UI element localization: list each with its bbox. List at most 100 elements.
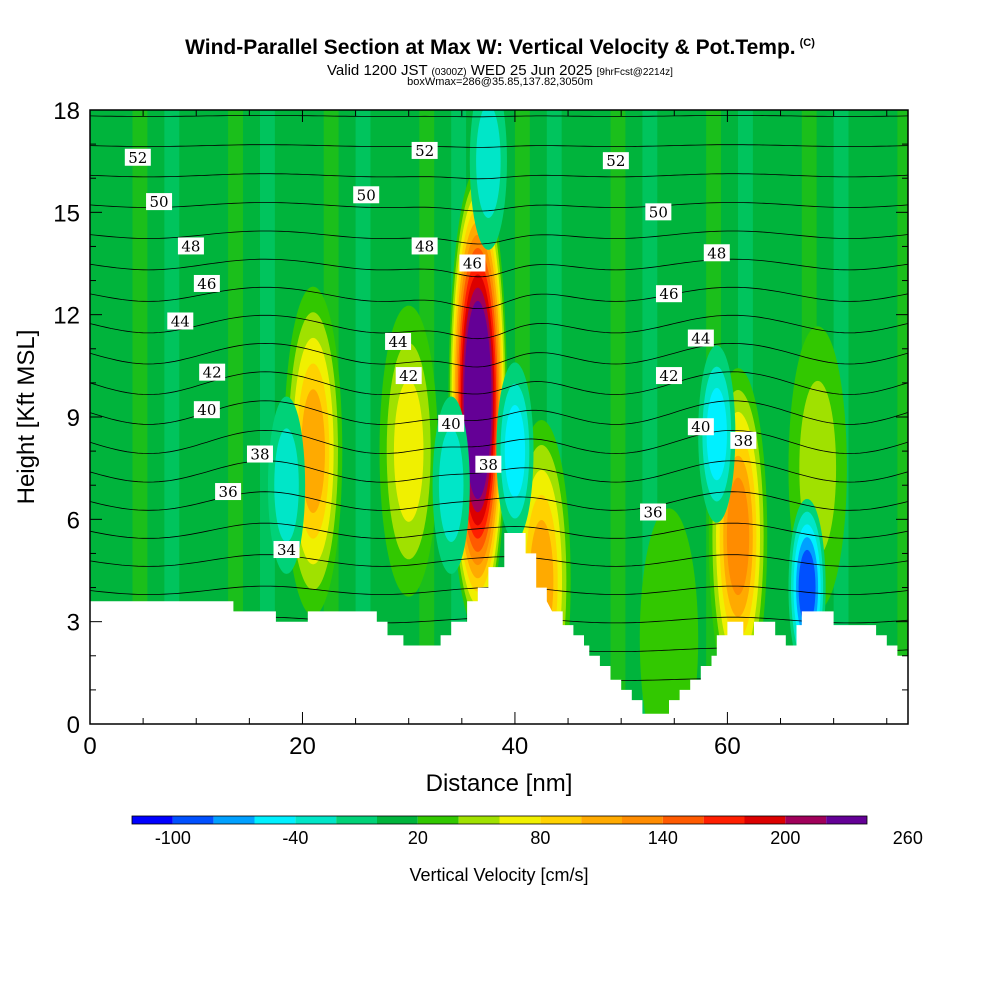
y-tick-label: 9 bbox=[67, 405, 80, 432]
isentrope-label-text: 40 bbox=[197, 401, 216, 419]
isentrope-label-bg bbox=[215, 483, 242, 501]
colorbar-swatch bbox=[132, 816, 173, 824]
colorbar-swatch bbox=[254, 816, 296, 824]
isentrope-label-bg bbox=[411, 237, 438, 255]
x-tick-label: 60 bbox=[714, 733, 741, 760]
updraft-contour bbox=[301, 389, 325, 514]
colorbar-tick-label: -40 bbox=[282, 828, 308, 848]
isentrope-label-text: 46 bbox=[197, 275, 216, 293]
isentrope-label-text: 46 bbox=[463, 255, 482, 273]
colorbar-swatch bbox=[213, 816, 255, 824]
isentrope-label-bg bbox=[730, 431, 757, 449]
isentrope-label-text: 48 bbox=[181, 237, 200, 255]
isentrope-line bbox=[90, 202, 908, 212]
downdraft-contour bbox=[476, 110, 501, 218]
colorbar: -100 -40 20 80 140 200 260 bbox=[131, 815, 923, 848]
y-tick-label: 0 bbox=[67, 712, 80, 739]
isentrope-label-text: 50 bbox=[649, 203, 668, 221]
isentrope-label-text: 38 bbox=[250, 446, 269, 464]
isentrope-line bbox=[90, 115, 908, 118]
isentrope-line bbox=[90, 400, 908, 425]
field-streak bbox=[578, 110, 594, 724]
valid-utc: (0300Z) bbox=[431, 67, 467, 78]
colorbar-swatch bbox=[581, 816, 622, 824]
chart-title: Wind-Parallel Section at Max W: Vertical… bbox=[0, 36, 1000, 60]
downdraft-contour bbox=[438, 428, 464, 543]
isentrope-label-bg bbox=[655, 285, 682, 303]
valid-date: WED 25 Jun 2025 bbox=[470, 62, 593, 79]
isentrope-label: 50 bbox=[645, 203, 672, 221]
velocity-field bbox=[90, 110, 908, 724]
chart-title-text: Wind-Parallel Section at Max W: Vertical… bbox=[185, 36, 796, 59]
isentrope-label: 40 bbox=[438, 414, 465, 433]
x-tick-label: 0 bbox=[83, 733, 96, 760]
colorbar-swatch bbox=[662, 816, 704, 824]
isentrope-label-bg bbox=[475, 455, 502, 473]
isentrope-label: 36 bbox=[640, 503, 667, 522]
isentrope-label-bg bbox=[703, 244, 730, 262]
isentrope-label: 52 bbox=[124, 148, 151, 167]
colorbar-tick-label: -100 bbox=[155, 828, 191, 848]
isentrope-label-text: 36 bbox=[643, 504, 662, 522]
colorbar-swatch bbox=[703, 816, 745, 824]
colorbar-swatch bbox=[336, 816, 377, 824]
isentrope-label-text: 50 bbox=[150, 193, 169, 211]
isentrope-label-bg bbox=[353, 186, 380, 204]
isentrope-line bbox=[90, 554, 908, 567]
isentrope-label-text: 44 bbox=[171, 312, 190, 330]
isentrope-label-bg bbox=[687, 329, 714, 347]
colorbar-frame bbox=[131, 815, 868, 825]
colorbar-swatch bbox=[417, 816, 459, 824]
isentrope-label: 50 bbox=[146, 193, 173, 211]
colorbar-swatch bbox=[499, 816, 541, 824]
isentrope-labels: 52 52 52 50 50 50 48 48 48 46 46 46 44 44 44 42 42 42 40 40… bbox=[124, 141, 757, 559]
isentrope-label: 44 bbox=[687, 329, 714, 348]
isentrope-label: 48 bbox=[177, 237, 204, 255]
x-tick-label: 40 bbox=[502, 733, 529, 760]
isentrope-label-bg bbox=[411, 141, 438, 159]
isentrope-label-text: 52 bbox=[415, 142, 434, 160]
isentrope-label-bg bbox=[640, 503, 667, 521]
isentrope-label-text: 48 bbox=[415, 237, 434, 255]
isentrope-line bbox=[90, 522, 908, 539]
y-tick-label: 15 bbox=[53, 200, 80, 227]
field-streak bbox=[132, 110, 148, 724]
isentrope-label: 48 bbox=[703, 244, 730, 262]
isentrope-label: 48 bbox=[411, 237, 438, 255]
colorbar-tick-label: 260 bbox=[893, 828, 923, 848]
isentrope-label-text: 42 bbox=[659, 367, 678, 385]
box-info: boxWmax=286@35.85,137.82,3050m bbox=[407, 76, 593, 88]
isentrope-label-text: 40 bbox=[691, 418, 710, 436]
isentrope-label-bg bbox=[273, 541, 300, 559]
colorbar-tick-label: 200 bbox=[770, 828, 800, 848]
isentrope-line bbox=[90, 86, 908, 87]
isentrope-line bbox=[90, 429, 908, 455]
isentrope-label-bg bbox=[438, 414, 465, 432]
colorbar-tick-label: 140 bbox=[648, 828, 678, 848]
isentrope-label-bg bbox=[246, 445, 273, 463]
isentrope-label-bg bbox=[602, 152, 629, 170]
colorbar-swatch bbox=[826, 816, 867, 824]
isentrope-label-text: 38 bbox=[479, 456, 498, 474]
isentrope-label: 50 bbox=[353, 186, 380, 204]
field-streak bbox=[259, 110, 275, 724]
colorbar-label: Vertical Velocity [cm/s] bbox=[409, 865, 588, 885]
copyright-mark: (C) bbox=[799, 37, 815, 49]
y-tick-label: 3 bbox=[67, 610, 80, 637]
isentrope-label-text: 42 bbox=[399, 367, 418, 385]
isentrope-label: 34 bbox=[273, 541, 300, 559]
isentrope-label: 36 bbox=[215, 483, 242, 501]
colorbar-swatch bbox=[377, 816, 418, 824]
isentrope-line bbox=[90, 371, 908, 396]
colorbar-swatch bbox=[295, 816, 337, 824]
chart-subtitle: Valid 1200 JST (0300Z) WED 25 Jun 2025 [… bbox=[0, 62, 1000, 79]
field-streak bbox=[769, 110, 785, 724]
colorbar-swatch bbox=[172, 816, 214, 824]
updraft-contour bbox=[639, 508, 699, 724]
forecast-info: [9hrFcst@2214z] bbox=[596, 67, 673, 78]
isentrope-label-bg bbox=[146, 193, 173, 211]
isentrope-label-text: 36 bbox=[219, 483, 238, 501]
x-tick-label: 20 bbox=[289, 733, 316, 760]
